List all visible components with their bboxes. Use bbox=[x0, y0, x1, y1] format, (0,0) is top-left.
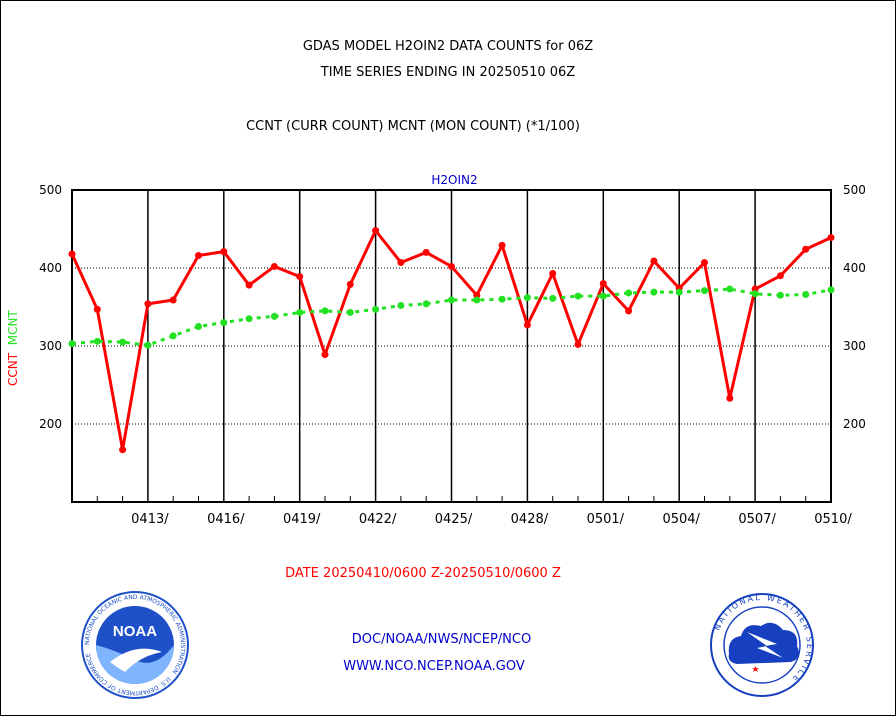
x-tick-label: 0422/ bbox=[359, 512, 397, 527]
point-mcnt bbox=[523, 294, 531, 302]
point-ccnt bbox=[802, 245, 810, 253]
point-mcnt bbox=[296, 308, 304, 316]
x-tick-label: 0425/ bbox=[435, 512, 473, 527]
point-ccnt bbox=[498, 241, 506, 249]
point-mcnt bbox=[675, 288, 683, 296]
point-mcnt bbox=[372, 305, 380, 313]
x-tick-label: 0501/ bbox=[587, 512, 625, 527]
y-tick-label-left: 300 bbox=[39, 339, 62, 353]
point-ccnt bbox=[448, 262, 455, 270]
point-ccnt bbox=[169, 296, 177, 304]
point-ccnt bbox=[776, 272, 784, 280]
point-ccnt bbox=[270, 262, 278, 270]
point-ccnt bbox=[625, 307, 633, 315]
x-tick-label: 0428/ bbox=[511, 512, 549, 527]
point-ccnt bbox=[321, 351, 329, 359]
point-ccnt bbox=[93, 305, 101, 313]
x-tick-label: 0507/ bbox=[738, 512, 776, 527]
point-mcnt bbox=[827, 286, 835, 294]
y-tick-label-left: 400 bbox=[39, 261, 62, 275]
x-tick-label: 0510/ bbox=[814, 512, 852, 527]
point-mcnt bbox=[119, 338, 127, 346]
point-mcnt bbox=[650, 288, 658, 296]
footer-org-path: DOC/NOAA/NWS/NCEP/NCO bbox=[351, 632, 532, 647]
noaa-logo: NOAA NATIONAL OCEANIC AND ATMOSPHERIC AD… bbox=[81, 591, 189, 699]
plot-label: H2OIN2 bbox=[431, 173, 477, 187]
point-ccnt bbox=[220, 248, 228, 256]
point-mcnt bbox=[625, 289, 633, 297]
x-tick-label: 0413/ bbox=[131, 512, 169, 527]
x-axis-label: DATE 20250410/0600 Z-20250510/0600 Z bbox=[285, 566, 561, 581]
point-mcnt bbox=[448, 296, 455, 304]
point-mcnt bbox=[93, 337, 101, 345]
x-tick-label: 0419/ bbox=[283, 512, 321, 527]
point-ccnt bbox=[245, 281, 253, 289]
point-ccnt bbox=[827, 234, 835, 242]
y-tick-label-right: 300 bbox=[843, 339, 866, 353]
point-ccnt bbox=[372, 227, 380, 235]
point-mcnt bbox=[270, 312, 278, 320]
x-tick-label: 0504/ bbox=[662, 512, 700, 527]
line-chart: 0413/0416/0419/0422/0425/0428/0501/0504/… bbox=[39, 173, 866, 527]
point-mcnt bbox=[321, 307, 329, 315]
point-ccnt bbox=[422, 248, 430, 256]
point-mcnt bbox=[144, 341, 152, 349]
point-ccnt bbox=[397, 259, 405, 267]
noaa-logo-text: NOAA bbox=[113, 623, 157, 640]
nws-logo: NATIONAL WEATHER SERVICE bbox=[710, 593, 814, 697]
point-mcnt bbox=[68, 340, 76, 348]
point-mcnt bbox=[549, 294, 557, 302]
chart-title-line-2: TIME SERIES ENDING IN 20250510 06Z bbox=[320, 65, 576, 80]
point-mcnt bbox=[169, 332, 177, 340]
chart-subtitle: CCNT (CURR COUNT) MCNT (MON COUNT) (*1/1… bbox=[246, 119, 580, 134]
point-ccnt bbox=[144, 300, 152, 308]
y-tick-label-right: 200 bbox=[843, 417, 866, 431]
point-ccnt bbox=[119, 446, 127, 454]
point-ccnt bbox=[701, 259, 708, 267]
point-mcnt bbox=[751, 290, 759, 298]
point-mcnt bbox=[599, 292, 607, 300]
point-mcnt bbox=[802, 291, 810, 299]
point-ccnt bbox=[68, 250, 76, 258]
point-ccnt bbox=[346, 280, 354, 288]
point-mcnt bbox=[498, 295, 506, 303]
y-tick-label-right: 400 bbox=[843, 261, 866, 275]
x-tick-label: 0416/ bbox=[207, 512, 245, 527]
y-tick-label-left: 500 bbox=[39, 183, 62, 197]
point-ccnt bbox=[726, 394, 734, 402]
point-ccnt bbox=[296, 273, 304, 281]
point-mcnt bbox=[346, 308, 354, 316]
point-mcnt bbox=[726, 285, 734, 293]
point-ccnt bbox=[549, 269, 557, 277]
point-ccnt bbox=[650, 257, 658, 265]
point-mcnt bbox=[701, 287, 708, 295]
point-ccnt bbox=[574, 340, 582, 348]
point-mcnt bbox=[220, 319, 228, 327]
point-mcnt bbox=[397, 301, 405, 309]
point-mcnt bbox=[776, 291, 784, 299]
y-tick-label-right: 500 bbox=[843, 183, 866, 197]
point-mcnt bbox=[195, 323, 202, 330]
point-ccnt bbox=[195, 252, 202, 260]
point-ccnt bbox=[599, 280, 607, 288]
y-tick-label-left: 200 bbox=[39, 417, 62, 431]
point-mcnt bbox=[574, 292, 582, 300]
footer-website-link[interactable]: WWW.NCO.NCEP.NOAA.GOV bbox=[343, 659, 525, 674]
chart-title-line-1: GDAS MODEL H2OIN2 DATA COUNTS for 06Z bbox=[302, 39, 594, 54]
point-ccnt bbox=[523, 321, 531, 329]
point-mcnt bbox=[473, 296, 481, 304]
point-mcnt bbox=[422, 300, 430, 308]
point-mcnt bbox=[245, 315, 253, 323]
